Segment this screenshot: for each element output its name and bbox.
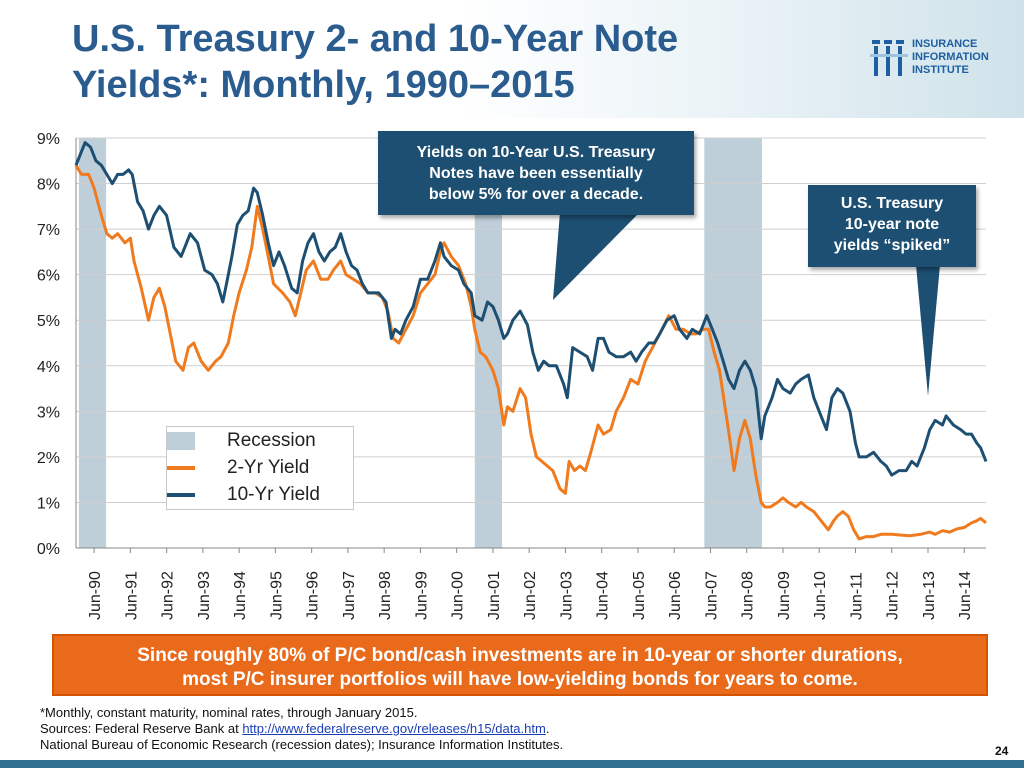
y-tick-label: 3%	[37, 404, 60, 421]
legend-swatch-2yr	[167, 466, 195, 470]
logo-text-line-1: INSURANCE	[912, 38, 978, 50]
logo-text-line-3: INSTITUTE	[912, 64, 969, 76]
series-2yr-line	[74, 164, 987, 541]
y-tick-label: 8%	[37, 177, 60, 194]
source-line-1: Sources: Federal Reserve Bank at http://…	[40, 721, 563, 737]
source-prefix: Sources: Federal Reserve Bank at	[40, 721, 243, 736]
y-axis: 0% 1% 2% 3% 4% 5% 6% 7% 8% 9%	[37, 131, 77, 558]
iii-logo: INSURANCE INFORMATION INSTITUTE	[870, 36, 1020, 80]
y-tick-label: 1%	[37, 495, 60, 512]
legend-swatch-10yr	[167, 493, 195, 497]
x-tick-label: Jun-05	[631, 571, 648, 620]
banner-line-2: most P/C insurer portfolios will have lo…	[182, 669, 858, 690]
callout-2-line-1: U.S. Treasury	[840, 195, 944, 212]
recession-bands	[78, 138, 762, 548]
x-tick-label: Jun-93	[196, 571, 213, 620]
x-tick-label: Jun-94	[232, 571, 249, 620]
page-number: 24	[995, 744, 1009, 758]
x-tick-label: Jun-08	[740, 571, 757, 620]
banner-line-1: Since roughly 80% of P/C bond/cash inves…	[137, 645, 903, 666]
y-tick-label: 6%	[37, 268, 60, 285]
x-tick-label: Jun-98	[377, 571, 394, 620]
x-tick-label: Jun-92	[160, 571, 177, 620]
y-tick-label: 2%	[37, 450, 60, 467]
y-tick-label: 0%	[37, 541, 60, 558]
x-axis: Jun-90 Jun-91 Jun-92 Jun-93 Jun-94 Jun-95 Jun-…	[87, 548, 974, 620]
y-tick-label: 7%	[37, 222, 60, 239]
callout-1-line-3: below 5% for over a decade.	[428, 186, 644, 203]
x-tick-label: Jun-97	[341, 571, 358, 620]
source-line-2: National Bureau of Economic Research (re…	[40, 737, 564, 752]
x-tick-label: Jun-99	[413, 571, 430, 620]
x-tick-label: Jun-01	[486, 571, 503, 620]
x-tick-label: Jun-06	[667, 571, 684, 620]
callout-2-line-2: 10-year note	[844, 216, 940, 233]
footnotes: *Monthly, constant maturity, nominal rat…	[40, 705, 563, 753]
y-tick-label: 9%	[37, 131, 60, 148]
callout-yields-spiked: U.S. Treasury 10-year note yields “spike…	[808, 185, 976, 267]
legend-label-10yr: 10-Yr Yield	[227, 484, 320, 505]
y-tick-label: 4%	[37, 359, 60, 376]
series-10yr-line	[74, 141, 988, 477]
title-banner	[0, 0, 1024, 118]
callout-2-line-3: yields “spiked”	[833, 237, 951, 254]
x-tick-label: Jun-12	[885, 571, 902, 620]
x-tick-label: Jun-14	[957, 571, 974, 620]
x-tick-label: Jun-02	[522, 571, 539, 620]
x-tick-label: Jun-03	[558, 571, 575, 620]
footnote-monthly: *Monthly, constant maturity, nominal rat…	[40, 705, 418, 720]
x-tick-label: Jun-09	[776, 571, 793, 620]
bottom-bar	[0, 760, 1024, 768]
x-tick-label: Jun-91	[123, 571, 140, 620]
recession-band-1	[78, 138, 107, 548]
title-line-1: U.S. Treasury 2- and 10-Year Note	[72, 18, 679, 60]
x-tick-label: Jun-13	[921, 571, 938, 620]
callout-ten-year-below-5: Yields on 10-Year U.S. Treasury Notes ha…	[378, 131, 694, 215]
title-line-2: Yields*: Monthly, 1990–2015	[72, 64, 575, 106]
x-tick-label: Jun-04	[595, 571, 612, 620]
page-title: U.S. Treasury 2- and 10-Year Note Yields…	[72, 16, 792, 108]
x-tick-label: Jun-95	[268, 571, 285, 620]
x-tick-label: Jun-11	[848, 572, 865, 620]
callout-1-line-2: Notes have been essentially	[429, 165, 643, 182]
x-tick-label: Jun-96	[305, 571, 322, 620]
legend-label-2yr: 2-Yr Yield	[227, 457, 310, 478]
source-suffix: .	[545, 721, 550, 736]
y-tick-label: 5%	[37, 313, 60, 330]
legend-swatch-recession	[167, 432, 195, 450]
legend-label-recession: Recession	[227, 430, 316, 451]
chart-legend: Recession 2-Yr Yield 10-Yr Yield	[166, 426, 354, 510]
series-lines	[74, 141, 988, 541]
x-tick-label: Jun-07	[703, 571, 720, 620]
x-tick-label: Jun-90	[87, 571, 104, 620]
conclusion-banner: Since roughly 80% of P/C bond/cash inves…	[52, 634, 988, 696]
callout-1-line-1: Yields on 10-Year U.S. Treasury	[416, 144, 656, 161]
recession-band-3	[704, 138, 762, 548]
federal-reserve-link[interactable]: http://www.federalreserve.gov/releases/h…	[242, 721, 546, 736]
callout-1-pointer	[553, 212, 640, 300]
x-tick-label: Jun-00	[450, 571, 467, 620]
yield-chart: 0%1%2%3%4%5%6%7%8%9% Jun-90 Jun-91 Jun-92 J…	[37, 131, 988, 620]
logo-text-line-2: INFORMATION	[912, 51, 989, 63]
callout-2-pointer	[916, 265, 940, 396]
iii-logo-icon	[870, 40, 908, 76]
x-tick-label: Jun-10	[812, 571, 829, 620]
